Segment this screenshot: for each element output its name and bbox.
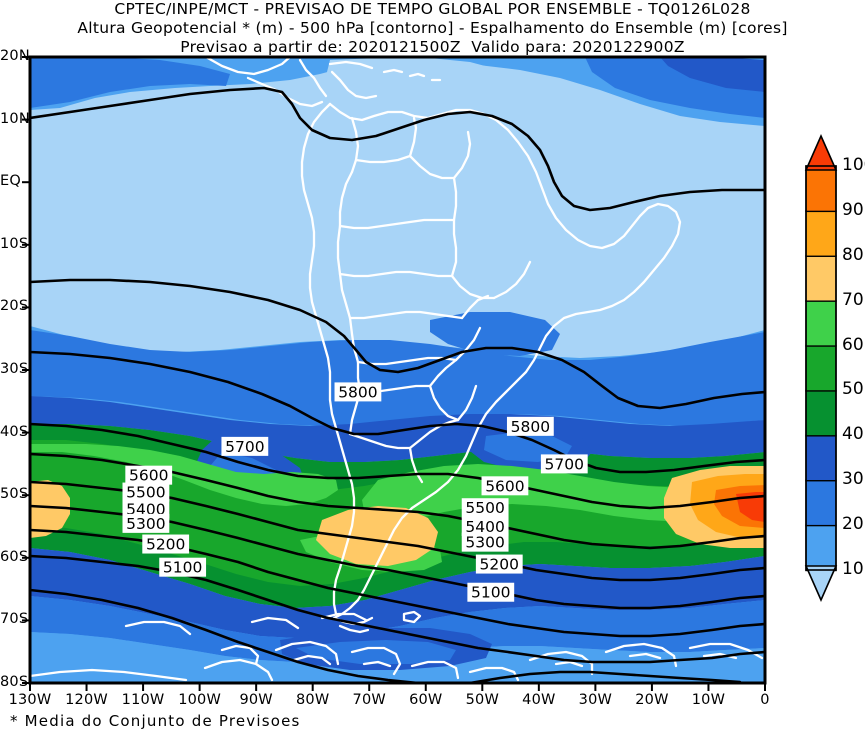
colorbar-tick-label: 40: [842, 424, 864, 445]
contour-label: 5700: [545, 455, 584, 473]
x-tick-label: 120W: [65, 692, 108, 708]
contour-label: 5800: [338, 383, 377, 401]
contour-label-bg: [461, 517, 509, 536]
y-tick-label: 20N: [0, 48, 30, 64]
colorbar-band: [805, 434, 837, 482]
spread-shading: 5800580057005700560056005500550054005400…: [30, 57, 765, 683]
y-tick-label: EQ: [0, 173, 21, 190]
contour-label: 5300: [465, 534, 504, 552]
colorbar-band: [805, 299, 837, 347]
contour-label: 5600: [129, 467, 168, 485]
colorbar-tick-label: 20: [842, 514, 864, 535]
colorbar-tick-label: 100: [842, 155, 865, 175]
colorbar-band: [805, 524, 837, 572]
x-tick-label: 70W: [352, 692, 386, 708]
contour-label-bg: [481, 476, 529, 496]
chart-run-valid-annotation: Previsao a partir de: 2020121500Z Valido…: [180, 38, 685, 56]
contour-label-bg: [540, 454, 588, 474]
y-tick-label: 80S: [0, 674, 29, 690]
y-tick-label: 20S: [0, 298, 29, 315]
x-tick-label: 130W: [8, 692, 52, 708]
contour-label-bg: [159, 557, 207, 577]
chart-subtitle: Altura Geopotencial * (m) - 500 hPa [con…: [77, 19, 788, 37]
chart-title-block: CPTEC/INPE/MCT - PREVISAO DE TEMPO GLOBA…: [0, 0, 865, 57]
contour-label-bg: [475, 554, 523, 574]
contour-label-bg: [122, 499, 170, 519]
contour-label: 5400: [465, 518, 504, 536]
colorbar-tick-label: 30: [842, 469, 864, 490]
colorbar-band: [805, 344, 837, 392]
x-tick-label: 40W: [522, 692, 556, 708]
colorbar-tick-label: 90: [842, 199, 864, 220]
axis-ticks: [22, 56, 766, 691]
y-tick-label: 70S: [0, 611, 29, 628]
contour-label-bg: [142, 534, 190, 554]
colorbar-band: [805, 255, 837, 302]
contour-label: 5500: [126, 484, 165, 502]
contour-label-bg: [122, 513, 170, 533]
y-tick-label: 50S: [0, 486, 29, 503]
x-tick-label: 0: [760, 692, 770, 708]
x-tick-label: 10W: [691, 692, 726, 708]
contour-label: 5200: [146, 536, 185, 554]
colorbar-band: [805, 479, 837, 527]
y-tick-label: 10S: [0, 235, 29, 252]
contour-labels: 5800580057005700560056005500550054005400…: [122, 382, 588, 602]
colorbar-tick-label: 80: [842, 244, 864, 265]
x-tick-label: 50W: [465, 692, 499, 708]
x-tick-label: 90W: [239, 692, 273, 708]
colorbar-tick-label: 50: [842, 379, 864, 400]
contour-label-bg: [467, 582, 515, 602]
contour-label: 5100: [471, 584, 510, 602]
contour-label: 5800: [511, 418, 550, 436]
colorbar-tick-label: 60: [842, 334, 864, 355]
colorbar-band: [805, 210, 837, 257]
x-tick-label: 100W: [178, 692, 222, 708]
contour-label-bg: [506, 416, 554, 436]
contour-label-bg: [334, 382, 382, 402]
antarctica-coastline: [30, 612, 764, 682]
contour-label-bg: [461, 498, 509, 518]
x-tick-label: 30W: [578, 692, 613, 708]
x-tick-label: 60W: [409, 692, 443, 708]
contour-label: 5300: [126, 515, 165, 533]
contour-label-bg: [461, 532, 509, 552]
contour-label-bg: [122, 482, 170, 502]
colorbar-tick-label: 70: [842, 289, 864, 310]
x-tick-label: 20W: [635, 692, 669, 708]
colorbar-tick-label: 10: [842, 559, 864, 579]
y-tick-label: 30S: [0, 361, 29, 377]
contour-label-bg: [125, 465, 173, 485]
colorbar-band: [805, 165, 837, 213]
footnote: * Media do Conjunto de Previsoes: [10, 712, 301, 730]
y-tick-label: 10N: [0, 110, 30, 127]
colorbar: [804, 134, 838, 602]
colorbar-band: [805, 389, 837, 437]
contour-label: 5700: [225, 438, 264, 456]
contour-label: 5600: [485, 477, 524, 495]
page-title: CPTEC/INPE/MCT - PREVISAO DE TEMPO GLOBA…: [114, 0, 751, 18]
contour-label: 5200: [480, 556, 519, 574]
contour-label: 5500: [465, 499, 504, 517]
y-tick-label: 60S: [0, 548, 29, 565]
contour-label-bg: [221, 436, 269, 456]
x-tick-label: 110W: [121, 692, 165, 708]
x-tick-label: 80W: [295, 692, 330, 708]
contour-label: 5100: [163, 559, 202, 577]
y-tick-label: 40S: [0, 423, 29, 440]
